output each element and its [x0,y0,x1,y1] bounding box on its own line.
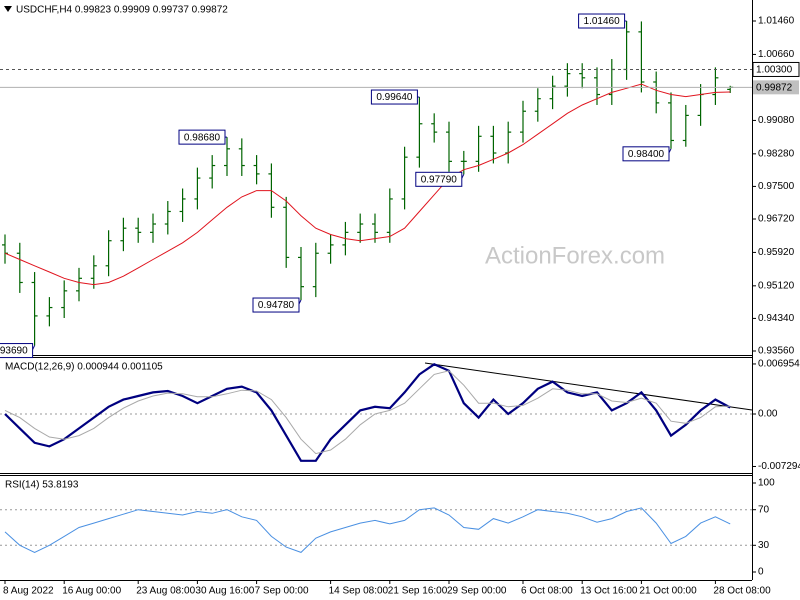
indicator-line [4,507,731,553]
moving-average [4,83,731,286]
y-tick-label: 0.99080 [758,115,795,126]
y-tick-label: 30 [758,540,770,551]
y-tick-label: 0.94340 [758,313,795,324]
watermark: ActionForex.com [485,242,665,269]
y-tick-label: 0.00 [758,409,778,420]
x-tick-label: 6 Oct 08:00 [521,586,573,597]
x-tick-label: 21 Sep 16:00 [388,586,448,597]
y-tick-label: 0.95120 [758,280,795,291]
last-price-tag [753,80,799,95]
x-tick-label: 7 Sep 00:00 [255,586,309,597]
y-tick-label: 70 [758,504,770,515]
menu-icon [4,6,12,12]
y-tick-label: 1.01460 [758,16,795,27]
y-tick-label: -0.007294 [758,461,800,472]
x-tick-label: 23 Aug 08:00 [136,586,195,597]
low-label-box [415,171,463,187]
x-tick-label: 14 Sep 08:00 [329,586,389,597]
x-tick-label: 28 Oct 08:00 [713,586,771,597]
y-tick-label: 0 [758,567,764,578]
panel-title: USDCHF,H4 0.99823 0.99909 0.99737 0.9987… [16,5,228,16]
x-tick-label: 13 Oct 16:00 [580,586,638,597]
panel-title: RSI(14) 53.8193 [5,480,79,491]
y-tick-label: 0.006954 [758,359,800,370]
x-tick-label: 8 Aug 2022 [3,586,54,597]
x-tick-label: 30 Aug 16:00 [195,586,254,597]
low-label: 0.97790 [421,174,458,185]
low-label-box [622,146,670,162]
panel-frames [0,0,753,581]
indicator-line [4,370,731,455]
high-label-box [578,13,626,29]
low-label: 0.98400 [628,149,665,160]
low-label: 0.94780 [258,300,295,311]
high-label-box [178,129,226,145]
y-tick-label: 100 [758,478,775,489]
y-tick-label: 0.95920 [758,247,795,258]
high-label: 1.01460 [584,16,621,27]
last-price-label: 0.99872 [756,82,793,93]
panel-title: MACD(12,26,9) 0.000944 0.001105 [5,362,163,373]
y-tick-label: 0.98280 [758,148,795,159]
y-tick-label: 0.97500 [758,181,795,192]
y-tick-label: 1.00660 [758,49,795,60]
high-label: 0.98680 [184,132,221,143]
trend-line [424,362,753,411]
high-label: 0.99640 [376,92,413,103]
x-tick-label: 21 Oct 00:00 [639,586,697,597]
price-line-tag [752,61,800,77]
low-label-box [252,297,300,313]
x-tick-label: 16 Aug 00:00 [62,586,121,597]
high-label-box [370,89,418,105]
low-label: 0.93690 [0,346,28,357]
price-line-label: 1.00300 [756,65,793,76]
x-tick-label: 29 Sep 00:00 [447,586,507,597]
y-tick-label: 0.93560 [758,346,795,357]
y-tick-label: 0.96720 [758,214,795,225]
low-label-box [0,343,34,359]
indicator-line [4,363,731,462]
